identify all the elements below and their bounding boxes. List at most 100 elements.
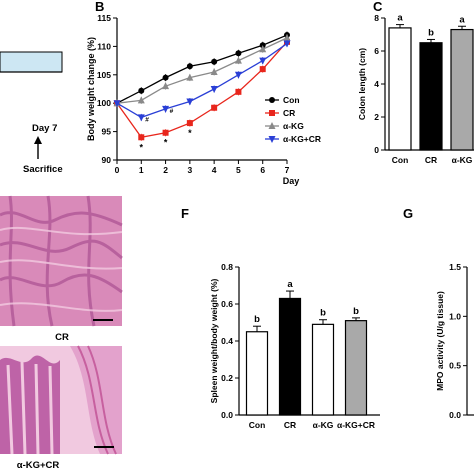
point-marker [137, 96, 145, 104]
series-line [116, 41, 288, 138]
x-tick-label: 3 [187, 165, 192, 175]
significance-letter: b [254, 314, 260, 325]
y-tick-label: 0.8 [221, 262, 233, 272]
x-tick-label: 4 [212, 165, 217, 175]
histology-crypt-lines [6, 361, 54, 455]
point-marker [186, 63, 193, 70]
panel-d: CR α-KG+CR [0, 195, 123, 471]
x-tick-label: 7 [285, 165, 290, 175]
point-marker [113, 100, 121, 108]
histology-texture-cr-2 [0, 226, 123, 312]
y-tick-label: 0.0 [449, 410, 461, 420]
y-tick-label: 4 [374, 79, 379, 89]
y-tick-label: 0.5 [449, 361, 461, 371]
timeline-bar [0, 51, 63, 73]
legend-label: α-KG [283, 121, 304, 131]
point-marker [162, 105, 170, 113]
panel-a: Day 7 Sacrifice [0, 51, 63, 175]
point-marker [137, 114, 145, 122]
significance-letter: b [353, 306, 359, 317]
y-tick-label: 115 [97, 13, 111, 23]
bar [344, 320, 368, 416]
mpo-activity-chart: 0.0 0.5 1.0 1.5 MPO activity (U/g tissue) [435, 262, 474, 420]
caption-akg-cr: α-KG+CR [17, 460, 60, 471]
series-line [116, 43, 288, 119]
legend-label: α-KG+CR [283, 134, 321, 144]
point-marker [269, 110, 275, 116]
series-CR [114, 38, 290, 141]
sacrifice-arrowhead [34, 136, 42, 144]
point-marker [268, 122, 276, 129]
significance-letter: b [320, 308, 326, 319]
panel-c: C 0 2 4 6 8 Colon length (cm) a Con b CR a α-KG [357, 0, 474, 165]
x-tick-label: 2 [163, 165, 168, 175]
y-tick-label: 0.6 [221, 299, 233, 309]
y-tick-label: 1.5 [449, 262, 461, 272]
colon-length-chart: 0 2 4 6 8 Colon length (cm) a Con b CR a α-KG [357, 13, 474, 165]
histology-texture-cr [0, 195, 123, 327]
annotation-star: * [188, 128, 192, 138]
y-tick-label: 0.0 [221, 410, 233, 420]
y-tick-label: 0.2 [221, 373, 233, 383]
x-tick-label: α-KG [313, 420, 334, 430]
legend-label: Con [283, 95, 300, 105]
series-line [116, 34, 288, 104]
point-marker [235, 88, 242, 95]
legend-label: CR [283, 108, 295, 118]
histology-muscle-stripes [77, 345, 117, 455]
y-tick-label: 100 [97, 98, 111, 108]
point-marker [234, 71, 242, 79]
point-marker [283, 33, 291, 41]
x-tick-label: Con [392, 155, 409, 165]
y-tick-label: 95 [102, 127, 112, 137]
x-tick-label: Con [249, 420, 266, 430]
bar [245, 331, 269, 416]
point-marker [269, 97, 275, 103]
point-marker [186, 73, 194, 81]
y-axis-label: Body weight change (%) [86, 37, 96, 141]
bar [278, 297, 302, 416]
y-axis-label: Spleen weight/body weight (%) [209, 278, 219, 403]
annotation-star: * [164, 138, 168, 148]
y-tick-label: 0.4 [221, 336, 233, 346]
point-marker [162, 74, 169, 81]
bar [419, 42, 443, 151]
y-tick-label: 6 [374, 46, 379, 56]
y-tick-label: 90 [102, 155, 112, 165]
panel-g-letter: G [403, 206, 413, 221]
x-tick-label: 5 [236, 165, 241, 175]
point-marker [138, 134, 145, 141]
x-axis-label: Day [283, 176, 300, 186]
annotation-hash: # [170, 108, 174, 115]
annotation-hash: # [145, 116, 149, 123]
day-7-label: Day 7 [32, 123, 57, 134]
sacrifice-label: Sacrifice [23, 164, 63, 175]
series-line [116, 37, 288, 104]
point-marker [186, 98, 194, 106]
point-marker [211, 104, 218, 111]
y-tick-label: 105 [97, 70, 111, 80]
point-marker [138, 87, 145, 94]
point-marker [268, 136, 276, 143]
y-tick-label: 2 [374, 112, 379, 122]
panel-g: G 0.0 0.5 1.0 1.5 MPO activity (U/g tissue) [403, 206, 474, 420]
panel-b-letter: B [95, 0, 104, 14]
histology-crypts [0, 355, 60, 454]
significance-letter: a [287, 279, 293, 290]
point-marker [211, 58, 218, 65]
x-tick-label: CR [284, 420, 296, 430]
point-marker [283, 40, 291, 48]
bar [388, 27, 412, 151]
series-α-KG+CR [113, 40, 291, 122]
x-tick-label: α-KG+CR [337, 420, 375, 430]
point-marker [259, 66, 266, 73]
y-axis-label: Colon length (cm) [357, 48, 367, 120]
point-marker [186, 120, 193, 127]
point-marker [259, 57, 267, 65]
point-marker [259, 45, 267, 53]
significance-letter: a [397, 13, 403, 24]
